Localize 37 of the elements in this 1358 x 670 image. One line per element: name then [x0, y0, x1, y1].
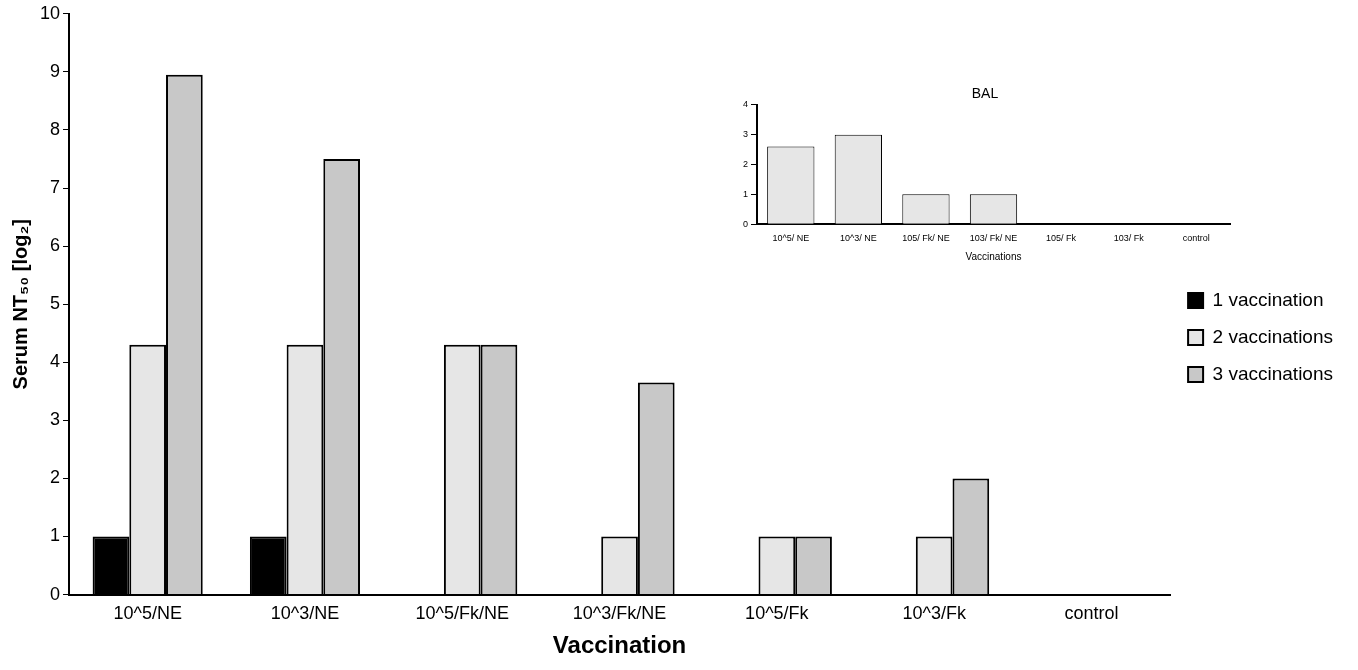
y-tick-label: 2: [742, 158, 749, 169]
y-tick-label: 5: [50, 293, 61, 314]
x-tick-label: 103/ Fk: [1113, 233, 1145, 244]
y-tick-label: 4: [742, 99, 749, 110]
x-tick-label: 10^3/ NE: [839, 233, 877, 244]
x-tick-label: 10^5/Fk: [745, 603, 810, 624]
legend-label: 1 vaccination: [1212, 288, 1324, 310]
x-axis-title: Vaccinations: [965, 250, 1022, 262]
y-tick-label: 0: [742, 218, 749, 229]
x-tick-label: 105/ Fk/ NE: [902, 233, 950, 244]
x-tick-label: 10^3/NE: [270, 603, 340, 624]
y-tick-label: 4: [50, 351, 61, 372]
x-tick-label: control: [1064, 603, 1119, 624]
x-tick-label: 10^3/Fk: [902, 603, 967, 624]
y-tick-label: 9: [50, 60, 61, 81]
y-tick-label: 10: [39, 2, 61, 23]
x-tick-label: 105/ Fk: [1046, 233, 1077, 244]
x-tick-label: 10^5/NE: [113, 603, 182, 624]
y-tick-label: 6: [50, 235, 61, 256]
y-tick-label: 3: [742, 129, 749, 140]
y-tick-label: 0: [50, 583, 61, 604]
x-tick-label: 10^3/Fk/NE: [572, 603, 667, 624]
legend-label: 2 vaccinations: [1212, 325, 1333, 347]
y-axis-title: Serum NT₅₀ [log₂]: [8, 219, 31, 390]
x-tick-label: 10^5/ NE: [772, 233, 810, 244]
y-tick-label: 8: [50, 118, 61, 139]
y-tick-label: 1: [50, 525, 61, 546]
y-tick-label: 7: [50, 177, 61, 198]
legend-label: 3 vaccinations: [1212, 362, 1333, 384]
y-tick-label: 3: [50, 409, 61, 430]
x-axis-title: Vaccination: [552, 631, 687, 659]
x-tick-label: 10^5/Fk/NE: [415, 603, 510, 624]
y-tick-label: 2: [50, 467, 61, 488]
x-tick-label: control: [1182, 233, 1210, 244]
x-tick-label: 103/ Fk/ NE: [969, 233, 1018, 244]
y-tick-label: 1: [742, 188, 749, 199]
chart-title: BAL: [971, 85, 999, 102]
